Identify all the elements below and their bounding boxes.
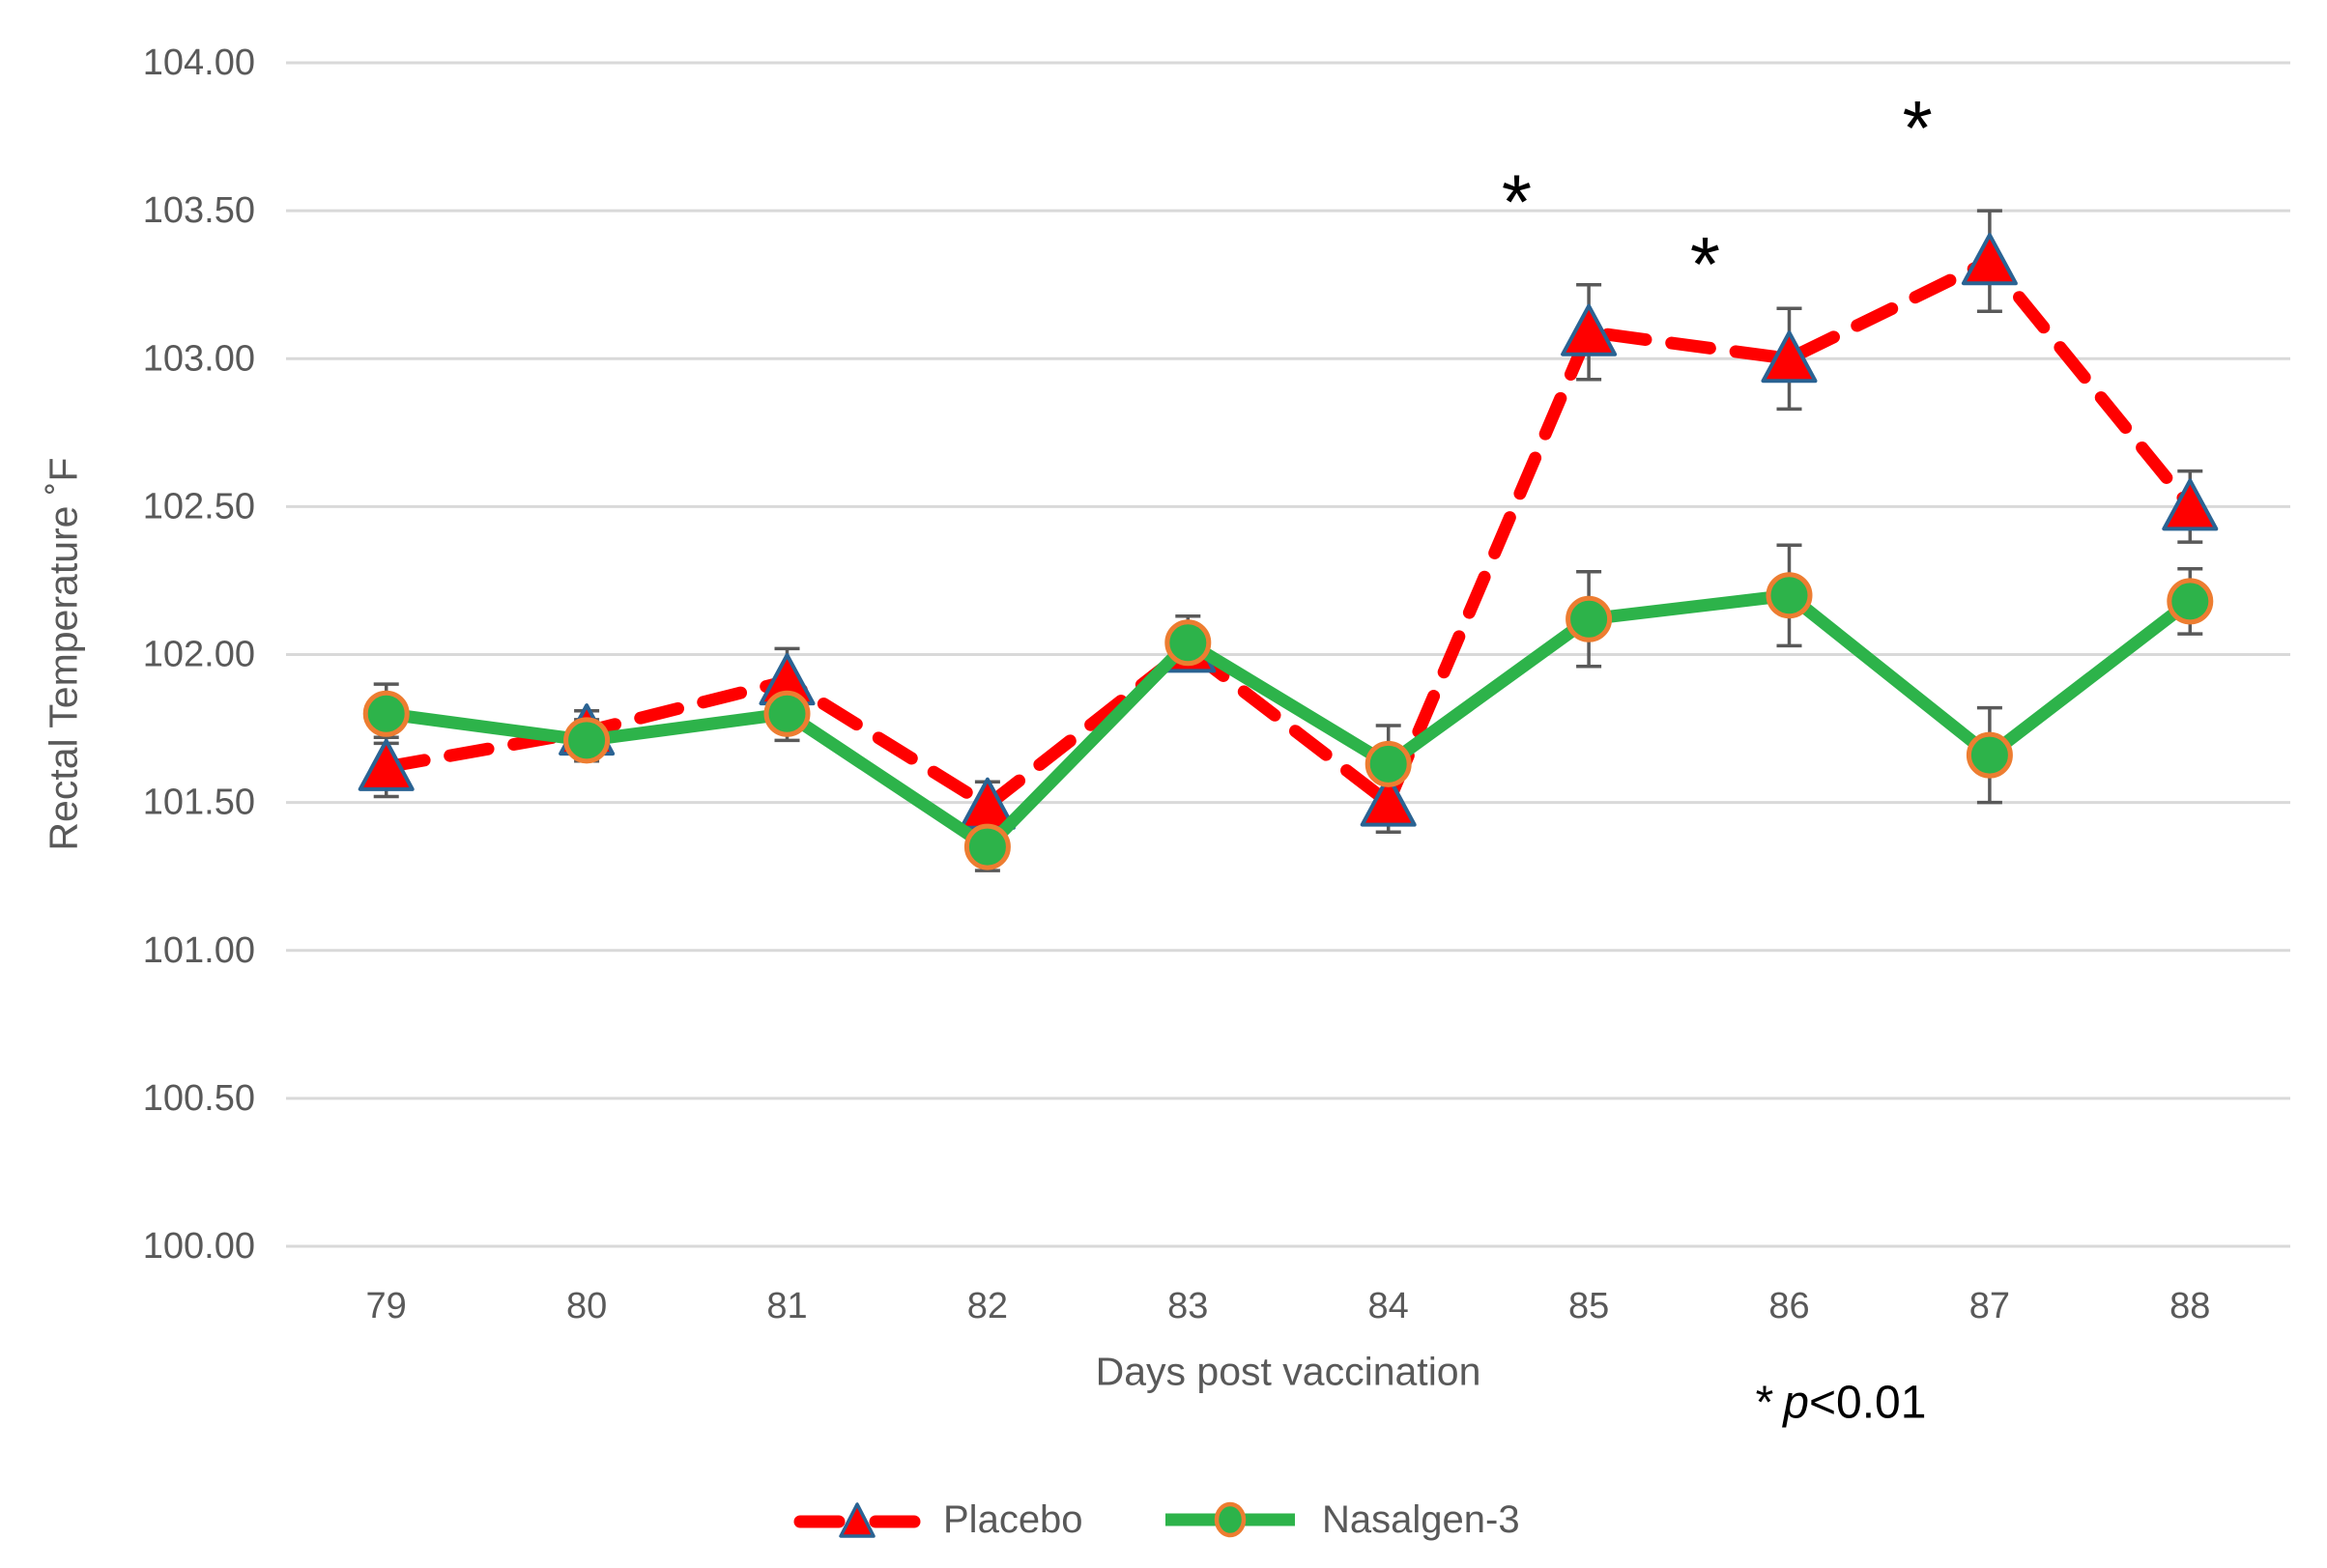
xtick-label-81: 81 xyxy=(766,1286,807,1326)
marker-placebo-day-84 xyxy=(1360,774,1417,827)
marker-placebo-day-87 xyxy=(1961,233,2018,286)
xtick-label-79: 79 xyxy=(366,1286,407,1326)
xtick-label-88: 88 xyxy=(2169,1286,2210,1326)
asterisk-annotation-3: * xyxy=(1903,85,1933,171)
xtick-label-82: 82 xyxy=(967,1286,1008,1326)
xtick-label-86: 86 xyxy=(1768,1286,1809,1326)
series-line-nasalgen-3 xyxy=(385,588,2195,854)
asterisk-annotation-1: * xyxy=(1502,159,1532,245)
xtick-label-85: 85 xyxy=(1568,1286,1609,1326)
series-markers-nasalgen-3 xyxy=(362,572,2214,870)
ytick-label-100.50: 100.50 xyxy=(143,1078,255,1119)
ytick-label-103.00: 103.00 xyxy=(143,338,255,379)
legend-label-nasalgen: Nasalgen-3 xyxy=(1322,1497,1520,1541)
ytick-label-103.50: 103.50 xyxy=(143,190,255,231)
marker-placebo-day-85 xyxy=(1561,303,1618,356)
significance-note-star: * xyxy=(1755,1377,1774,1429)
x-axis-title: Days post vaccination xyxy=(1095,1349,1481,1394)
xtick-label-83: 83 xyxy=(1167,1286,1208,1326)
legend-item-placebo: Placebo xyxy=(792,1493,1083,1547)
ytick-label-102.00: 102.00 xyxy=(143,635,255,675)
ytick-label-104.00: 104.00 xyxy=(143,43,255,83)
marker-placebo-day-79 xyxy=(358,738,415,791)
error-bars-placebo xyxy=(373,209,2203,834)
series-line-placebo xyxy=(380,254,2197,813)
marker-nasalgen-3-day-88 xyxy=(2167,578,2214,625)
marker-placebo-day-88 xyxy=(2162,478,2219,531)
x-axis-tick-labels: 79 80 81 82 83 84 85 86 87 88 xyxy=(366,1286,2211,1326)
marker-nasalgen-3-day-82 xyxy=(963,823,1011,870)
ytick-label-101.50: 101.50 xyxy=(143,783,255,823)
placebo-legend-marker-icon xyxy=(793,1502,921,1538)
marker-placebo-day-86 xyxy=(1761,330,1818,384)
marker-nasalgen-3-day-84 xyxy=(1365,740,1412,787)
xtick-label-84: 84 xyxy=(1368,1286,1409,1326)
marker-nasalgen-3-day-81 xyxy=(763,690,811,737)
significance-note-threshold: <0.01 xyxy=(1808,1377,1927,1429)
significance-note-p: p xyxy=(1783,1377,1809,1429)
legend-label-placebo: Placebo xyxy=(943,1497,1083,1541)
marker-nasalgen-3-day-85 xyxy=(1566,595,1613,642)
ytick-label-102.50: 102.50 xyxy=(143,486,255,527)
marker-nasalgen-3-day-83 xyxy=(1164,619,1212,667)
y-axis-tick-labels: 100.00 100.50 101.00 101.50 102.00 102.50 103.… xyxy=(143,43,255,1267)
xtick-label-80: 80 xyxy=(566,1286,607,1326)
significance-note: * p<0.01 xyxy=(1756,1377,1927,1430)
marker-nasalgen-3-day-87 xyxy=(1966,731,2013,779)
y-axis-title: Rectal Temperature ˚F xyxy=(41,457,86,851)
ytick-label-100.00: 100.00 xyxy=(143,1226,255,1267)
nasalgen-legend-marker-icon xyxy=(1165,1501,1295,1538)
marker-nasalgen-3-day-80 xyxy=(563,717,611,764)
significance-asterisks: * * * xyxy=(1502,85,1933,307)
marker-nasalgen-3-day-86 xyxy=(1766,572,1813,619)
gridlines xyxy=(286,61,2290,1248)
ytick-label-101.00: 101.00 xyxy=(143,930,255,971)
xtick-label-87: 87 xyxy=(1969,1286,2010,1326)
marker-nasalgen-3-day-79 xyxy=(362,690,410,737)
asterisk-annotation-2: * xyxy=(1690,221,1720,307)
legend-item-nasalgen: Nasalgen-3 xyxy=(1160,1493,1520,1547)
